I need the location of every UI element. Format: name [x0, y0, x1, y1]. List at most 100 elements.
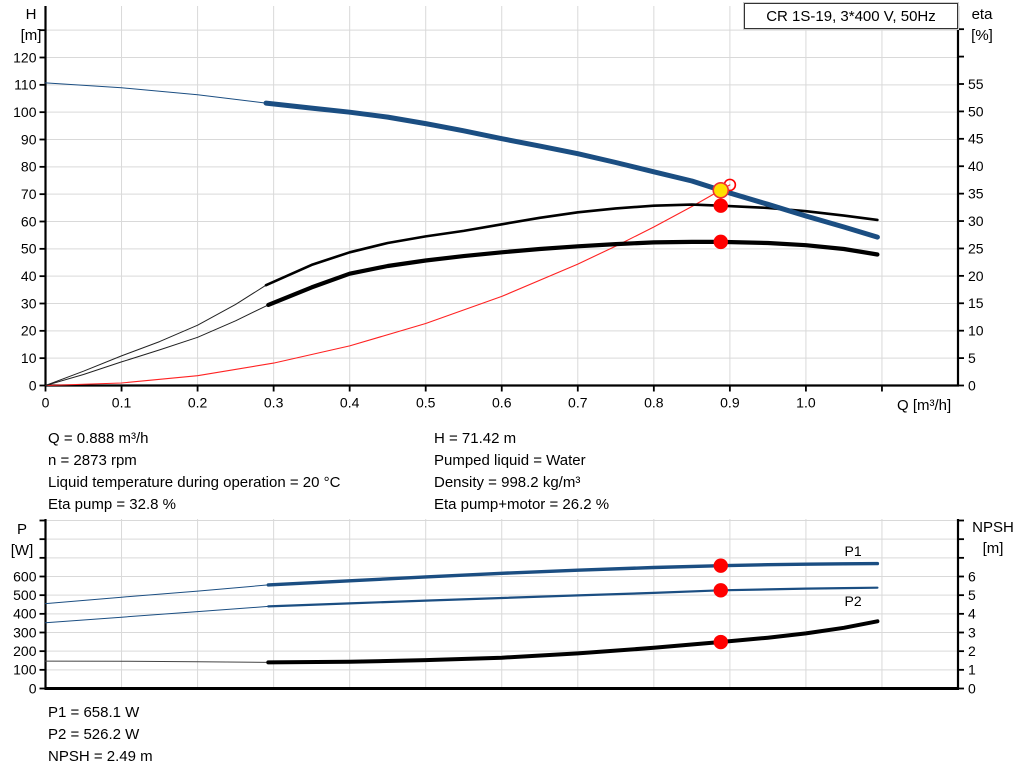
- x-tick-label: 0.4: [340, 395, 360, 411]
- info-line-npsh: NPSH = 2.49 m: [48, 748, 153, 765]
- left-tick-label: 60: [21, 213, 37, 229]
- right-tick-label: 1: [968, 662, 976, 678]
- right-tick-label: 6: [968, 568, 976, 584]
- right-tick-label: 55: [968, 76, 984, 92]
- left-tick-label: 110: [14, 77, 37, 93]
- duty-info-right: H = 71.42 m Pumped liquid = Water Densit…: [434, 428, 609, 516]
- x-tick-label: 0: [42, 395, 50, 411]
- left-tick-label: 200: [13, 643, 37, 659]
- x-tick-label: 1.0: [796, 395, 816, 411]
- left-tick-label: 50: [21, 241, 37, 257]
- eta-pump-motor-point-marker: [713, 234, 728, 250]
- right-tick-label: 35: [968, 186, 984, 202]
- right-tick-label: 45: [968, 131, 984, 147]
- left-tick-label: 10: [21, 350, 37, 366]
- eta-pump-motor-thin-curve: [45, 304, 269, 386]
- right-tick-label: 50: [968, 103, 984, 119]
- eta-axis-title-line2: [%]: [971, 27, 993, 44]
- p2-point-marker: [713, 583, 728, 598]
- info-line-p1: P1 = 658.1 W: [48, 704, 140, 721]
- x-tick-label: 0.5: [416, 395, 436, 411]
- p1-thin-curve: [45, 584, 269, 605]
- duty-point-marker: [712, 181, 730, 199]
- right-tick-label: 0: [968, 680, 976, 696]
- left-tick-label: 600: [13, 568, 37, 584]
- left-tick-label: 0: [29, 377, 37, 393]
- eta-axis-title: eta [%]: [962, 4, 1002, 46]
- x-tick-label: 0.9: [720, 395, 740, 411]
- q-axis-title: Q [m³/h]: [897, 397, 952, 414]
- x-tick-label: 0.7: [568, 395, 588, 411]
- h-axis-title: H [m]: [14, 4, 48, 46]
- curve-label-p2: P2: [845, 593, 862, 609]
- system-curve-curve: [44, 184, 731, 387]
- x-tick-label: 0.2: [188, 395, 208, 411]
- left-tick-label: 30: [21, 295, 37, 311]
- right-tick-label: 40: [968, 158, 984, 174]
- pump-designation-box: CR 1S-19, 3*400 V, 50Hz: [744, 3, 958, 29]
- left-tick-label: 40: [21, 268, 37, 284]
- right-tick-label: 0: [968, 377, 976, 393]
- info-line-liquid: Pumped liquid = Water: [434, 452, 586, 469]
- p1-curve: [266, 561, 880, 587]
- left-tick-label: 120: [13, 49, 37, 65]
- left-tick-label: 100: [13, 104, 37, 120]
- duty-info-left: Q = 0.888 m³/h n = 2873 rpm Liquid tempe…: [48, 428, 340, 516]
- p-axis-title-line1: P: [16, 521, 27, 538]
- h-axis-title-line2: [m]: [20, 27, 42, 44]
- p-axis-title-line2: [W]: [10, 542, 34, 559]
- npsh-axis-title: NPSH [m]: [966, 517, 1020, 559]
- left-tick-label: 90: [21, 131, 37, 147]
- right-tick-label: 25: [968, 240, 984, 256]
- left-tick-label: 0: [29, 680, 37, 696]
- right-tick-label: 10: [968, 323, 984, 339]
- right-tick-label: 20: [968, 268, 984, 284]
- p1-point-marker: [713, 558, 728, 573]
- info-line-density: Density = 998.2 kg/m³: [434, 474, 581, 491]
- x-tick-label: 0.6: [492, 395, 512, 411]
- p2-curve: [267, 586, 879, 608]
- npsh-curve: [266, 619, 880, 665]
- right-tick-label: 15: [968, 295, 984, 311]
- power-info: P1 = 658.1 W P2 = 526.2 W NPSH = 2.49 m: [48, 702, 153, 768]
- right-tick-label: 4: [968, 606, 976, 622]
- right-tick-label: 2: [968, 643, 976, 659]
- head-thin-curve: [45, 82, 267, 104]
- info-line-eta-pump-motor: Eta pump+motor = 26.2 %: [434, 496, 610, 513]
- right-tick-label: 5: [968, 587, 976, 603]
- x-tick-label: 0.1: [112, 395, 132, 411]
- left-tick-label: 500: [13, 587, 37, 603]
- head-curve: [263, 100, 880, 240]
- eta-pump-point-marker: [713, 198, 728, 213]
- curve-label-p1: P1: [845, 543, 862, 559]
- npsh-point-marker: [713, 634, 728, 650]
- left-tick-label: 20: [21, 323, 37, 339]
- right-tick-label: 3: [968, 624, 976, 640]
- right-tick-label: 5: [968, 350, 976, 366]
- eta-pump-thin-curve: [45, 284, 267, 386]
- left-tick-label: 100: [13, 662, 37, 678]
- npsh-axis-title-line1: NPSH: [972, 519, 1014, 536]
- h-axis-title-line1: H: [25, 6, 37, 23]
- qh-eta-chart: 0 10 20 30 40 50 60 70 80 90 100 110 120 0 5 10 15 20 25 30…: [13, 6, 984, 411]
- info-line-eta-pump: Eta pump = 32.8 %: [48, 496, 176, 513]
- power-npsh-chart: 0 100 200 300 400 500 600 0 1 2 3 4 5 6 P1 P2: [13, 519, 976, 696]
- p2-thin-curve: [45, 605, 269, 624]
- info-line-temperature: Liquid temperature during operation = 20…: [48, 474, 341, 491]
- left-tick-label: 300: [13, 624, 37, 640]
- info-line-q: Q = 0.888 m³/h: [48, 430, 149, 447]
- npsh-thin-curve: [45, 660, 269, 663]
- p-axis-title: P [W]: [4, 519, 40, 561]
- right-tick-label: 30: [968, 213, 984, 229]
- info-line-h: H = 71.42 m: [434, 430, 517, 447]
- eta-pump-motor-curve: [266, 239, 880, 307]
- x-tick-label: 0.3: [264, 395, 284, 411]
- info-line-n: n = 2873 rpm: [48, 452, 137, 469]
- left-tick-label: 70: [21, 186, 37, 202]
- left-tick-label: 80: [21, 159, 37, 175]
- eta-axis-title-line1: eta: [971, 6, 993, 23]
- info-line-p2: P2 = 526.2 W: [48, 726, 140, 743]
- left-tick-label: 400: [13, 606, 37, 622]
